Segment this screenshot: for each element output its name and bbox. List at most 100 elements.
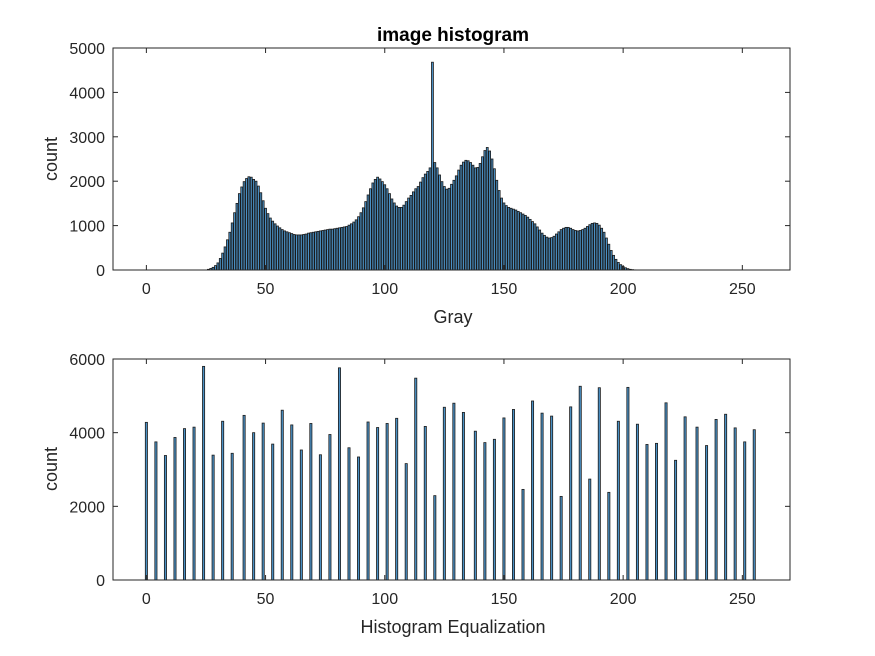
bar	[371, 182, 375, 271]
bar	[388, 193, 391, 271]
subplot-bottom: 0 50 100 150 200 250 0 2000 4000 6000 Histogram E…	[41, 352, 791, 637]
bar	[311, 231, 315, 271]
bar	[259, 192, 263, 271]
bar	[471, 164, 475, 271]
bar	[350, 223, 353, 271]
bar	[519, 212, 522, 271]
bar	[278, 227, 282, 271]
bar	[521, 213, 525, 271]
bar	[502, 417, 506, 581]
bar	[261, 200, 265, 271]
bar	[395, 205, 399, 271]
bar	[357, 456, 361, 581]
bar	[202, 365, 206, 581]
x-tick-label: 50	[257, 591, 275, 608]
bar	[426, 171, 430, 271]
bar	[299, 234, 303, 271]
bar	[304, 233, 308, 271]
bar	[397, 206, 401, 271]
bar	[540, 412, 544, 581]
bar	[307, 232, 310, 271]
bar	[235, 202, 239, 271]
y-tick-label: 6000	[69, 352, 105, 369]
bar	[586, 226, 589, 271]
bar	[163, 455, 167, 581]
bar	[302, 234, 306, 271]
bar	[369, 188, 372, 271]
bottom-ticks: 0 50 100 150 200 250 0 2000 4000 6000	[69, 352, 790, 608]
bar	[442, 406, 446, 581]
bar	[595, 222, 599, 271]
bar	[245, 178, 248, 271]
bar	[743, 441, 747, 581]
bar	[414, 188, 418, 271]
bar	[381, 181, 384, 271]
bar	[571, 229, 575, 271]
bar	[295, 234, 298, 271]
bar	[428, 167, 432, 271]
bar	[550, 415, 554, 581]
bar	[309, 232, 313, 271]
bar	[483, 150, 487, 271]
bar	[299, 449, 303, 581]
bar	[330, 228, 334, 271]
bar	[280, 229, 284, 271]
bar	[216, 262, 220, 271]
bar	[609, 250, 613, 271]
x-tick-label: 50	[257, 281, 275, 298]
bar	[552, 235, 556, 271]
bar	[252, 432, 256, 581]
bar	[619, 264, 623, 271]
bar	[605, 237, 608, 271]
y-tick-label: 4000	[69, 426, 105, 443]
bar	[550, 237, 553, 271]
bar	[450, 183, 453, 271]
bar	[288, 232, 291, 271]
bar	[540, 232, 544, 271]
bar	[423, 425, 427, 581]
bar	[271, 443, 275, 581]
bar	[333, 228, 337, 271]
bar	[347, 447, 351, 581]
bar	[173, 437, 177, 581]
bar	[392, 202, 396, 271]
bar	[440, 181, 444, 271]
bar	[352, 221, 356, 271]
bar	[292, 234, 296, 271]
bar	[555, 233, 558, 271]
x-tick-label: 250	[729, 281, 756, 298]
bar	[569, 227, 573, 271]
bar	[314, 231, 317, 271]
bar	[383, 184, 387, 271]
bar	[395, 417, 399, 581]
bar	[476, 167, 480, 271]
bar	[240, 186, 244, 271]
bar	[233, 212, 236, 271]
bar	[445, 188, 449, 271]
bar	[626, 386, 630, 581]
bar	[419, 181, 422, 271]
bar	[237, 193, 241, 271]
bar	[409, 195, 413, 271]
bar	[512, 409, 515, 581]
bar	[326, 229, 329, 271]
bar	[674, 459, 678, 581]
bar	[366, 421, 370, 581]
bar	[588, 224, 592, 271]
top-axes-box	[112, 47, 791, 271]
bar	[390, 198, 394, 271]
bar	[574, 230, 577, 271]
bar	[538, 229, 542, 271]
bar	[385, 423, 389, 581]
bar	[361, 207, 365, 271]
bar	[221, 420, 225, 581]
bar	[516, 210, 520, 271]
bar	[495, 179, 499, 271]
bar	[583, 227, 587, 271]
top-y-axis-label: count	[41, 137, 61, 181]
x-tick-label: 250	[729, 591, 756, 608]
bar	[457, 169, 461, 271]
x-tick-label: 0	[142, 281, 151, 298]
bar	[545, 236, 549, 271]
